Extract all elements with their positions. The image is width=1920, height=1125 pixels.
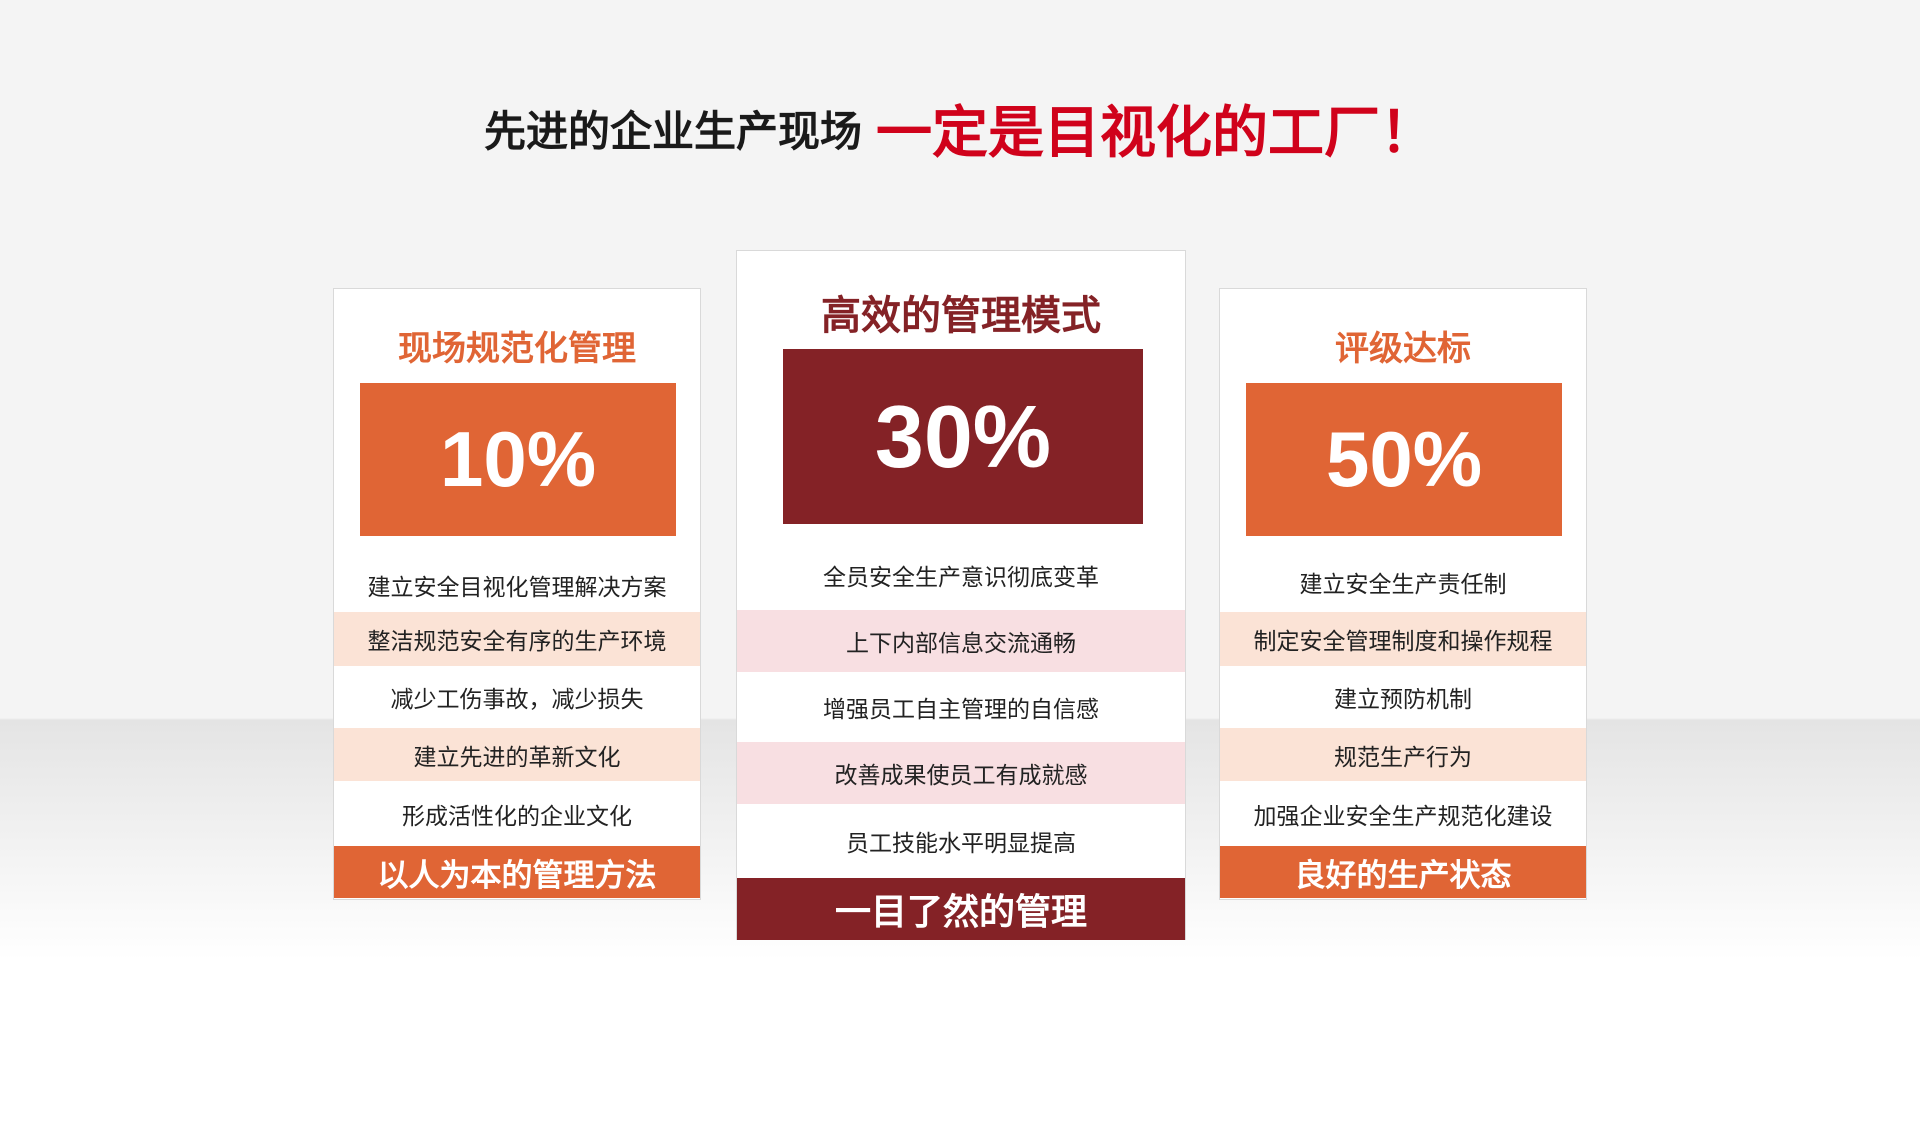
headline-part1: 先进的企业生产现场	[483, 107, 862, 156]
card-site-management: 现场规范化管理 10% 建立安全目视化管理解决方案 整洁规范安全有序的生产环境 …	[333, 288, 701, 900]
card-footer: 一目了然的管理	[737, 878, 1185, 940]
card-title: 评级达标	[1335, 329, 1471, 369]
list-item: 全员安全生产意识彻底变革	[823, 565, 1099, 591]
card-efficient-management: 高效的管理模式 30% 全员安全生产意识彻底变革 上下内部信息交流通畅 增强员工…	[736, 250, 1186, 940]
card-title: 现场规范化管理	[398, 329, 636, 369]
card-footer: 以人为本的管理方法	[334, 846, 700, 898]
card-footer: 良好的生产状态	[1220, 846, 1586, 898]
headline-part2: 一定是目视化的工厂！	[876, 101, 1436, 166]
percent-box: 30%	[783, 349, 1143, 524]
list-item: 上下内部信息交流通畅	[737, 610, 1185, 672]
percent-box: 10%	[360, 383, 676, 536]
list-item: 规范生产行为	[1220, 728, 1586, 781]
list-item: 建立安全目视化管理解决方案	[367, 575, 667, 601]
list-item: 建立安全生产责任制	[1299, 572, 1507, 598]
list-item: 建立先进的革新文化	[334, 728, 700, 781]
list-item: 改善成果使员工有成就感	[737, 742, 1185, 804]
list-item: 整洁规范安全有序的生产环境	[334, 612, 700, 666]
list-item: 制定安全管理制度和操作规程	[1220, 612, 1586, 666]
list-item: 员工技能水平明显提高	[846, 831, 1076, 857]
list-item: 增强员工自主管理的自信感	[823, 697, 1099, 723]
headline: 先进的企业生产现场 一定是目视化的工厂！	[0, 88, 1920, 169]
list-item: 加强企业安全生产规范化建设	[1253, 803, 1553, 830]
card-rating-standard: 评级达标 50% 建立安全生产责任制 制定安全管理制度和操作规程 建立预防机制 …	[1219, 288, 1587, 900]
card-title: 高效的管理模式	[821, 293, 1101, 339]
list-item: 形成活性化的企业文化	[402, 803, 632, 830]
list-item: 减少工伤事故，减少损失	[390, 687, 644, 713]
percent-box: 50%	[1246, 383, 1562, 536]
list-item: 建立预防机制	[1334, 687, 1472, 713]
